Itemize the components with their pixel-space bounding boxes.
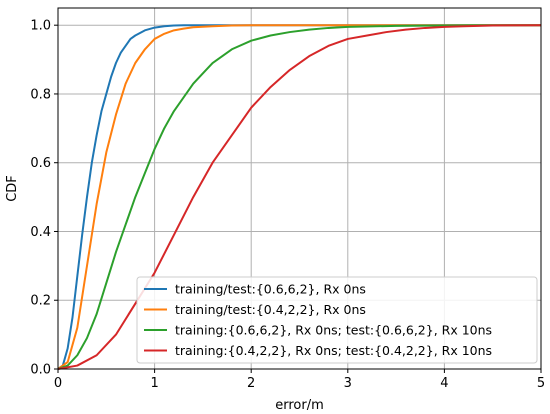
x-tick-label: 1 bbox=[150, 376, 158, 391]
x-tick-label: 5 bbox=[537, 376, 545, 391]
series-line-3 bbox=[57, 24, 542, 370]
y-axis-label: CDF bbox=[5, 175, 20, 202]
series-line-0 bbox=[57, 24, 541, 370]
y-tick-label: 0.8 bbox=[30, 87, 51, 102]
plot-frame bbox=[57, 7, 542, 370]
x-tick-label: 3 bbox=[344, 376, 352, 391]
y-tick-label: 0.0 bbox=[30, 363, 51, 378]
y-tick-label: 1.0 bbox=[30, 19, 51, 34]
legend-label-3: training:{0.4,2,2}, Rx 0ns; test:{0.4,2,… bbox=[175, 343, 492, 358]
x-tick-label: 4 bbox=[440, 376, 448, 391]
series-line-1 bbox=[57, 24, 541, 370]
x-axis-label: error/m bbox=[275, 398, 324, 413]
series-line-2 bbox=[57, 24, 541, 370]
y-tick-label: 0.2 bbox=[30, 294, 51, 309]
y-tick-label: 0.4 bbox=[30, 225, 51, 240]
x-tick-label: 0 bbox=[54, 376, 62, 391]
x-tick-label: 2 bbox=[247, 376, 255, 391]
legend: training/test:{0.6,6,2}, Rx 0ns training/… bbox=[136, 276, 538, 364]
axis-ticks: 0 1 2 3 4 5 0.0 0.2 0.4 0.6 0.8 1.0 bbox=[30, 19, 545, 391]
series-layer bbox=[57, 24, 542, 370]
legend-label-2: training:{0.6,6,2}, Rx 0ns; test:{0.6,6,… bbox=[175, 323, 492, 338]
legend-label-0: training/test:{0.6,6,2}, Rx 0ns bbox=[175, 282, 366, 297]
y-tick-label: 0.6 bbox=[30, 156, 51, 171]
legend-box bbox=[136, 276, 538, 364]
legend-label-1: training/test:{0.4,2,2}, Rx 0ns bbox=[175, 302, 366, 317]
